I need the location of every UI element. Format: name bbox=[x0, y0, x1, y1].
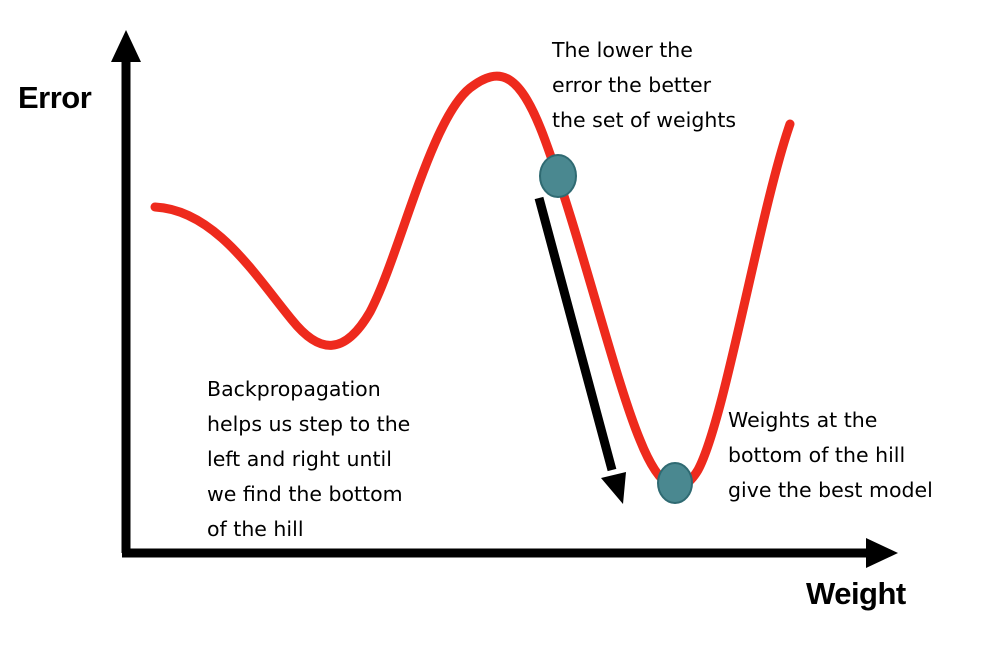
annotation-line: error the better bbox=[552, 73, 712, 97]
descent-arrow-head bbox=[601, 472, 626, 504]
minimum-weight-marker bbox=[657, 462, 693, 504]
y-axis-label: Error bbox=[18, 80, 92, 115]
x-axis-arrowhead bbox=[866, 538, 898, 568]
annotation-line: the set of weights bbox=[552, 108, 737, 132]
annotation-line: give the best model bbox=[728, 478, 933, 502]
annotation-line: Backpropagation bbox=[207, 377, 381, 401]
current-weight-marker bbox=[539, 154, 577, 198]
annotation-line: Weights at the bbox=[728, 408, 878, 432]
backprop-annotation: Backpropagation helps us step to the lef… bbox=[207, 372, 410, 547]
annotation-line: left and right until bbox=[207, 447, 392, 471]
x-axis-label: Weight bbox=[806, 576, 906, 611]
annotation-line: of the hill bbox=[207, 517, 304, 541]
annotation-line: bottom of the hill bbox=[728, 443, 906, 467]
lower-error-annotation: The lower the error the better the set o… bbox=[552, 33, 736, 138]
best-weights-annotation: Weights at the bottom of the hill give t… bbox=[728, 403, 933, 508]
annotation-line: The lower the bbox=[552, 38, 693, 62]
annotation-line: helps us step to the bbox=[207, 412, 411, 436]
annotation-line: we find the bottom bbox=[207, 482, 403, 506]
y-axis-arrowhead bbox=[111, 30, 141, 62]
descent-arrow-shaft bbox=[534, 196, 617, 472]
error-curve bbox=[150, 71, 795, 492]
